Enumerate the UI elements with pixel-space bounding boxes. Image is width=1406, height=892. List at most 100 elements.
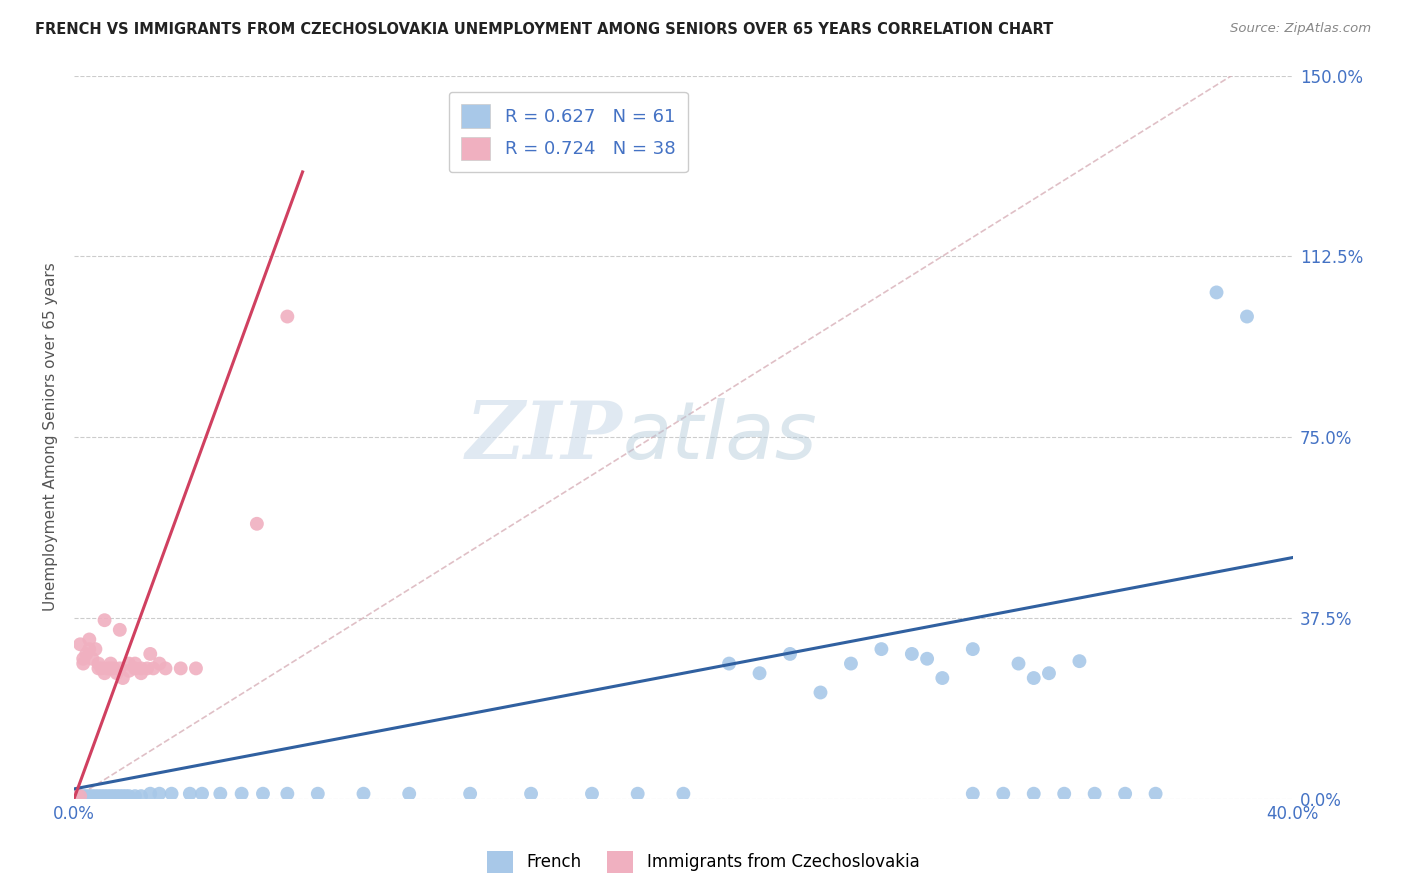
Point	[111, 671, 134, 685]
Legend: R = 0.627   N = 61, R = 0.724   N = 38: R = 0.627 N = 61, R = 0.724 N = 38	[449, 92, 688, 172]
Point	[1038, 666, 1060, 681]
Point	[118, 657, 141, 671]
Point	[252, 787, 274, 801]
Point	[108, 661, 131, 675]
Point	[353, 787, 375, 801]
Point	[1069, 654, 1091, 668]
Point	[1114, 787, 1136, 801]
Point	[139, 787, 162, 801]
Point	[1007, 657, 1029, 671]
Point	[1084, 787, 1107, 801]
Point	[520, 787, 543, 801]
Point	[1022, 671, 1045, 685]
Point	[108, 789, 131, 804]
Y-axis label: Unemployment Among Seniors over 65 years: Unemployment Among Seniors over 65 years	[44, 262, 58, 611]
Point	[191, 787, 214, 801]
Point	[124, 657, 146, 671]
Point	[839, 657, 862, 671]
Point	[129, 666, 152, 681]
Point	[672, 787, 695, 801]
Point	[105, 666, 128, 681]
Point	[118, 664, 141, 678]
Point	[79, 632, 101, 647]
Point	[97, 661, 120, 675]
Point	[100, 657, 122, 671]
Point	[90, 661, 112, 675]
Point	[398, 787, 420, 801]
Point	[1205, 285, 1227, 300]
Point	[142, 661, 165, 675]
Point	[139, 647, 162, 661]
Point	[79, 642, 101, 657]
Point	[90, 789, 112, 804]
Point	[103, 789, 125, 804]
Point	[246, 516, 269, 531]
Point	[779, 647, 801, 661]
Point	[75, 647, 97, 661]
Point	[118, 789, 141, 804]
Point	[129, 789, 152, 804]
Point	[931, 671, 953, 685]
Point	[93, 789, 115, 804]
Text: atlas: atlas	[623, 398, 817, 476]
Point	[160, 787, 183, 801]
Point	[69, 789, 91, 804]
Point	[276, 787, 298, 801]
Point	[66, 789, 89, 804]
Text: Source: ZipAtlas.com: Source: ZipAtlas.com	[1230, 22, 1371, 36]
Point	[276, 310, 298, 324]
Point	[124, 661, 146, 675]
Point	[209, 787, 232, 801]
Point	[231, 787, 253, 801]
Point	[810, 685, 832, 699]
Point	[718, 657, 741, 671]
Text: FRENCH VS IMMIGRANTS FROM CZECHOSLOVAKIA UNEMPLOYMENT AMONG SENIORS OVER 65 YEAR: FRENCH VS IMMIGRANTS FROM CZECHOSLOVAKIA…	[35, 22, 1053, 37]
Point	[1236, 310, 1258, 324]
Point	[962, 787, 984, 801]
Point	[103, 661, 125, 675]
Point	[627, 787, 650, 801]
Point	[87, 657, 110, 671]
Point	[993, 787, 1015, 801]
Point	[97, 789, 120, 804]
Point	[155, 661, 177, 675]
Point	[100, 789, 122, 804]
Point	[581, 787, 603, 801]
Point	[93, 666, 115, 681]
Point	[93, 613, 115, 627]
Point	[901, 647, 924, 661]
Point	[870, 642, 893, 657]
Point	[1144, 787, 1167, 801]
Point	[136, 661, 159, 675]
Point	[79, 789, 101, 804]
Point	[1053, 787, 1076, 801]
Point	[962, 642, 984, 657]
Point	[105, 789, 128, 804]
Point	[87, 661, 110, 675]
Point	[184, 661, 207, 675]
Point	[108, 623, 131, 637]
Point	[75, 789, 97, 804]
Point	[148, 787, 170, 801]
Point	[179, 787, 201, 801]
Point	[82, 652, 104, 666]
Point	[915, 652, 938, 666]
Point	[748, 666, 770, 681]
Point	[458, 787, 481, 801]
Point	[115, 789, 138, 804]
Point	[72, 789, 94, 804]
Point	[1022, 787, 1045, 801]
Point	[129, 661, 152, 675]
Legend: French, Immigrants from Czechoslovakia: French, Immigrants from Czechoslovakia	[479, 845, 927, 880]
Point	[87, 789, 110, 804]
Point	[100, 661, 122, 675]
Point	[111, 789, 134, 804]
Point	[72, 657, 94, 671]
Point	[69, 637, 91, 651]
Point	[124, 789, 146, 804]
Point	[170, 661, 193, 675]
Point	[307, 787, 329, 801]
Point	[66, 789, 89, 804]
Point	[84, 789, 107, 804]
Point	[84, 642, 107, 657]
